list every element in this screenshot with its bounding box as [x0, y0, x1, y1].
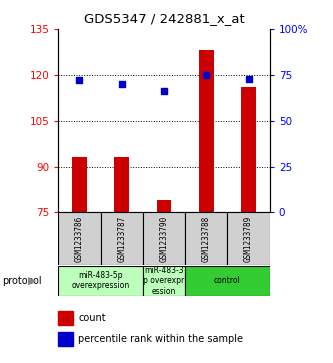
- Text: count: count: [78, 313, 106, 323]
- Text: protocol: protocol: [2, 276, 41, 286]
- Bar: [199, 50, 214, 212]
- Text: miR-483-5p
overexpression: miR-483-5p overexpression: [72, 271, 130, 290]
- Point: [246, 76, 251, 81]
- Text: GSM1233790: GSM1233790: [160, 216, 168, 262]
- Bar: [58, 212, 101, 265]
- Point: [77, 77, 82, 83]
- Bar: [143, 266, 185, 296]
- Text: control: control: [214, 276, 241, 285]
- Text: percentile rank within the sample: percentile rank within the sample: [78, 334, 243, 344]
- Bar: [143, 212, 185, 265]
- Point: [161, 89, 166, 94]
- Bar: [185, 266, 270, 296]
- Bar: [227, 212, 270, 265]
- Bar: [241, 87, 256, 212]
- Text: miR-483-3
p overexpr
ession: miR-483-3 p overexpr ession: [144, 266, 184, 296]
- Bar: [157, 200, 171, 212]
- Bar: [114, 158, 129, 212]
- Bar: [58, 266, 143, 296]
- Point: [204, 72, 209, 78]
- Bar: [101, 212, 143, 265]
- Text: GSM1233788: GSM1233788: [202, 216, 211, 262]
- Title: GDS5347 / 242881_x_at: GDS5347 / 242881_x_at: [84, 12, 244, 25]
- Text: GSM1233787: GSM1233787: [117, 216, 126, 262]
- Bar: [72, 158, 87, 212]
- Text: GSM1233786: GSM1233786: [75, 216, 84, 262]
- Point: [119, 81, 125, 87]
- Bar: [185, 212, 227, 265]
- Text: ▶: ▶: [28, 276, 36, 286]
- Text: GSM1233789: GSM1233789: [244, 216, 253, 262]
